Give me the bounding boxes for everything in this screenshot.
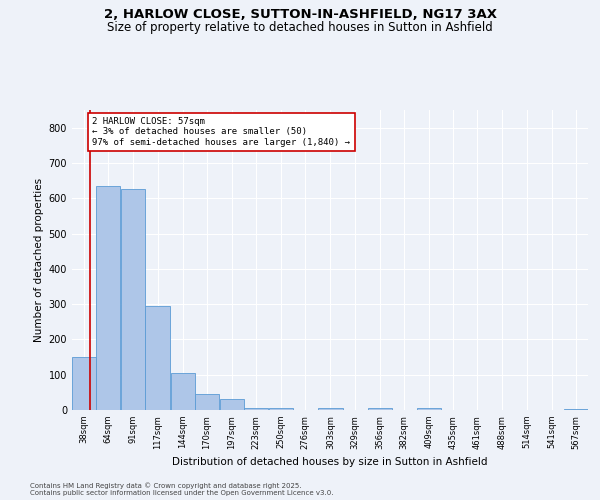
Bar xyxy=(220,400,244,410)
Bar xyxy=(96,186,121,410)
Bar xyxy=(145,306,170,410)
Bar xyxy=(72,357,96,410)
Bar xyxy=(269,408,293,410)
Bar xyxy=(121,190,145,410)
Bar xyxy=(417,408,441,410)
Text: Contains HM Land Registry data © Crown copyright and database right 2025.: Contains HM Land Registry data © Crown c… xyxy=(30,482,302,489)
Text: 2, HARLOW CLOSE, SUTTON-IN-ASHFIELD, NG17 3AX: 2, HARLOW CLOSE, SUTTON-IN-ASHFIELD, NG1… xyxy=(104,8,497,20)
Text: 2 HARLOW CLOSE: 57sqm
← 3% of detached houses are smaller (50)
97% of semi-detac: 2 HARLOW CLOSE: 57sqm ← 3% of detached h… xyxy=(92,117,350,147)
Bar xyxy=(170,373,195,410)
Text: Contains public sector information licensed under the Open Government Licence v3: Contains public sector information licen… xyxy=(30,490,334,496)
Bar xyxy=(244,408,268,410)
Y-axis label: Number of detached properties: Number of detached properties xyxy=(34,178,44,342)
Bar xyxy=(195,394,219,410)
Bar xyxy=(368,408,392,410)
Bar xyxy=(319,408,343,410)
X-axis label: Distribution of detached houses by size in Sutton in Ashfield: Distribution of detached houses by size … xyxy=(172,457,488,467)
Text: Size of property relative to detached houses in Sutton in Ashfield: Size of property relative to detached ho… xyxy=(107,21,493,34)
